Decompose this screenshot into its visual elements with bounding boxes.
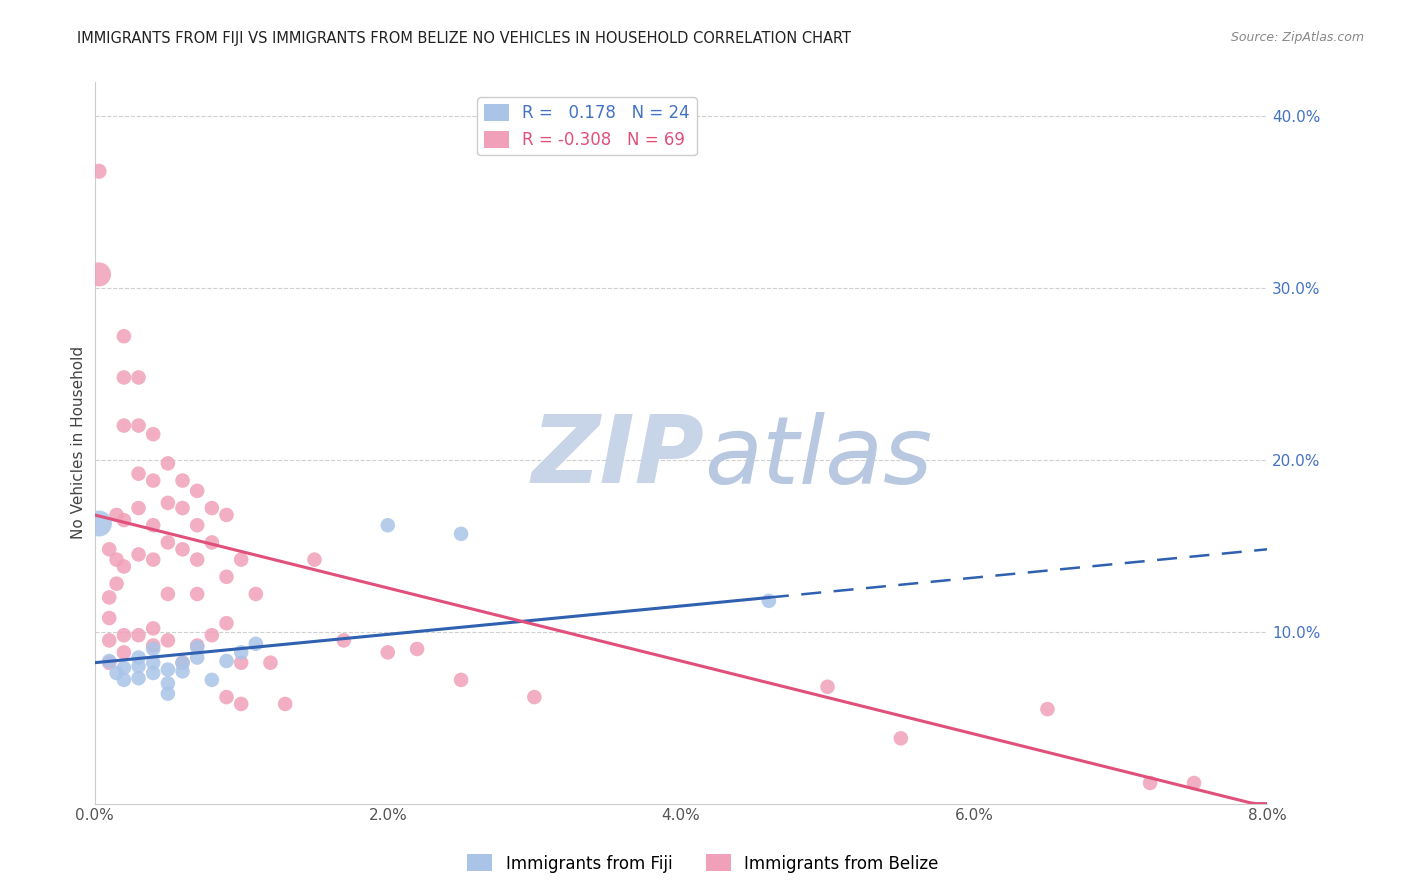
Point xyxy=(201,673,224,687)
Point xyxy=(105,666,128,681)
Point xyxy=(1182,776,1205,790)
Point xyxy=(186,483,208,498)
Point xyxy=(142,518,165,533)
Point xyxy=(890,731,912,746)
Point xyxy=(142,621,165,635)
Point xyxy=(105,576,128,591)
Point xyxy=(377,645,399,659)
Point xyxy=(186,640,208,655)
Legend: R =   0.178   N = 24, R = -0.308   N = 69: R = 0.178 N = 24, R = -0.308 N = 69 xyxy=(478,97,697,155)
Point xyxy=(156,676,179,690)
Point xyxy=(231,645,253,659)
Point xyxy=(98,591,121,605)
Point xyxy=(172,542,194,557)
Point xyxy=(128,671,150,685)
Point xyxy=(98,542,121,557)
Point xyxy=(112,645,135,659)
Point xyxy=(201,628,224,642)
Point xyxy=(128,628,150,642)
Point xyxy=(98,654,121,668)
Point xyxy=(128,370,150,384)
Point xyxy=(142,656,165,670)
Point xyxy=(231,552,253,566)
Point xyxy=(172,474,194,488)
Point xyxy=(128,467,150,481)
Point xyxy=(112,559,135,574)
Point xyxy=(201,535,224,549)
Point xyxy=(377,518,399,533)
Point xyxy=(128,548,150,562)
Point xyxy=(156,535,179,549)
Point xyxy=(128,650,150,665)
Point xyxy=(215,508,238,522)
Point xyxy=(172,665,194,679)
Point xyxy=(215,690,238,704)
Point xyxy=(215,616,238,631)
Point xyxy=(186,639,208,653)
Point xyxy=(142,639,165,653)
Point xyxy=(215,570,238,584)
Point xyxy=(128,659,150,673)
Point xyxy=(142,666,165,681)
Point xyxy=(112,418,135,433)
Point xyxy=(87,516,110,531)
Point xyxy=(112,673,135,687)
Point xyxy=(112,329,135,343)
Point xyxy=(406,642,429,657)
Point xyxy=(1139,776,1161,790)
Point xyxy=(142,427,165,442)
Point xyxy=(128,501,150,516)
Point xyxy=(142,642,165,657)
Point xyxy=(231,697,253,711)
Point xyxy=(105,552,128,566)
Point xyxy=(201,501,224,516)
Text: Source: ZipAtlas.com: Source: ZipAtlas.com xyxy=(1230,31,1364,45)
Point xyxy=(172,656,194,670)
Point xyxy=(186,518,208,533)
Legend: Immigrants from Fiji, Immigrants from Belize: Immigrants from Fiji, Immigrants from Be… xyxy=(461,847,945,880)
Point xyxy=(156,496,179,510)
Point xyxy=(87,268,110,282)
Point xyxy=(112,628,135,642)
Point xyxy=(817,680,839,694)
Point xyxy=(105,508,128,522)
Point xyxy=(231,656,253,670)
Point xyxy=(172,501,194,516)
Point xyxy=(186,552,208,566)
Point xyxy=(259,656,281,670)
Point xyxy=(98,633,121,648)
Point xyxy=(112,513,135,527)
Point xyxy=(87,164,110,178)
Point xyxy=(98,611,121,625)
Point xyxy=(156,587,179,601)
Point xyxy=(112,370,135,384)
Point xyxy=(172,656,194,670)
Point xyxy=(156,663,179,677)
Point xyxy=(333,633,356,648)
Point xyxy=(245,587,267,601)
Point xyxy=(186,587,208,601)
Point xyxy=(156,633,179,648)
Point xyxy=(142,552,165,566)
Point xyxy=(128,418,150,433)
Point xyxy=(215,654,238,668)
Point xyxy=(450,673,472,687)
Point xyxy=(98,656,121,670)
Text: atlas: atlas xyxy=(704,412,932,503)
Point xyxy=(156,687,179,701)
Point xyxy=(245,637,267,651)
Point xyxy=(142,474,165,488)
Point xyxy=(156,456,179,470)
Point xyxy=(1036,702,1059,716)
Point xyxy=(523,690,546,704)
Y-axis label: No Vehicles in Household: No Vehicles in Household xyxy=(72,346,86,540)
Point xyxy=(758,594,780,608)
Point xyxy=(304,552,326,566)
Point xyxy=(112,661,135,675)
Text: ZIP: ZIP xyxy=(531,411,704,503)
Text: IMMIGRANTS FROM FIJI VS IMMIGRANTS FROM BELIZE NO VEHICLES IN HOUSEHOLD CORRELAT: IMMIGRANTS FROM FIJI VS IMMIGRANTS FROM … xyxy=(77,31,851,46)
Point xyxy=(186,650,208,665)
Point xyxy=(450,526,472,541)
Point xyxy=(274,697,297,711)
